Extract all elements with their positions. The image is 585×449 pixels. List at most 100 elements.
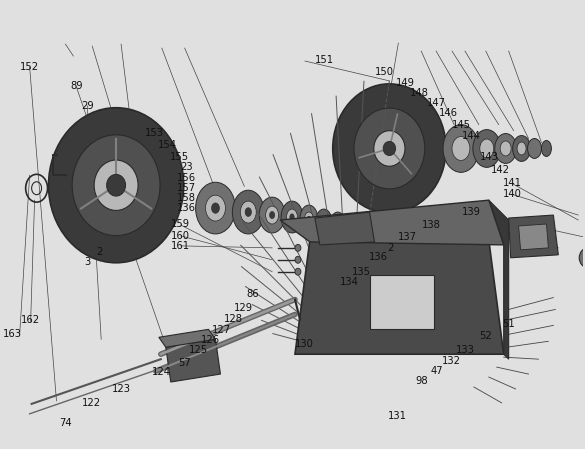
Text: 131: 131	[388, 411, 407, 421]
Polygon shape	[335, 217, 469, 302]
Text: 137: 137	[398, 232, 417, 242]
Text: 132: 132	[442, 356, 461, 366]
Text: 136: 136	[177, 202, 196, 212]
Text: 157: 157	[177, 183, 196, 193]
Ellipse shape	[354, 108, 425, 189]
Ellipse shape	[584, 253, 585, 263]
Ellipse shape	[316, 209, 332, 233]
Ellipse shape	[295, 256, 301, 263]
Text: 23: 23	[180, 163, 193, 172]
Text: 162: 162	[21, 316, 40, 326]
Ellipse shape	[542, 141, 552, 156]
Text: 142: 142	[491, 165, 510, 175]
Ellipse shape	[295, 244, 301, 251]
Ellipse shape	[512, 136, 531, 161]
Text: 152: 152	[20, 62, 39, 72]
Ellipse shape	[333, 84, 446, 213]
Ellipse shape	[245, 208, 252, 216]
Text: 154: 154	[158, 140, 177, 150]
Polygon shape	[159, 330, 215, 347]
Ellipse shape	[287, 209, 297, 225]
Text: 3: 3	[85, 256, 91, 267]
Polygon shape	[518, 224, 548, 250]
Text: 123: 123	[112, 384, 130, 394]
Text: 147: 147	[427, 98, 446, 108]
Text: 150: 150	[375, 67, 394, 77]
Text: 86: 86	[247, 289, 259, 299]
Text: 52: 52	[479, 331, 492, 341]
Ellipse shape	[495, 133, 517, 163]
Ellipse shape	[579, 248, 585, 268]
Ellipse shape	[480, 139, 494, 158]
Ellipse shape	[452, 136, 470, 160]
Text: 122: 122	[82, 398, 101, 408]
Ellipse shape	[266, 206, 278, 224]
Text: 158: 158	[177, 193, 196, 203]
Ellipse shape	[240, 201, 256, 223]
Text: 47: 47	[431, 366, 443, 376]
Ellipse shape	[232, 190, 264, 234]
Ellipse shape	[259, 197, 285, 233]
Ellipse shape	[300, 205, 318, 233]
Ellipse shape	[295, 268, 301, 275]
Ellipse shape	[270, 211, 275, 219]
Text: 133: 133	[456, 345, 474, 355]
Text: 143: 143	[480, 152, 498, 162]
Ellipse shape	[205, 195, 225, 221]
Ellipse shape	[290, 214, 294, 220]
Text: 155: 155	[170, 152, 189, 162]
Ellipse shape	[374, 131, 405, 166]
Text: 51: 51	[503, 318, 515, 329]
Ellipse shape	[517, 142, 526, 155]
Ellipse shape	[195, 182, 235, 234]
Ellipse shape	[304, 212, 314, 226]
Polygon shape	[508, 215, 558, 258]
Text: 153: 153	[144, 128, 164, 138]
Ellipse shape	[94, 160, 138, 211]
Text: 134: 134	[340, 277, 359, 286]
Polygon shape	[489, 200, 508, 359]
Text: 163: 163	[3, 329, 22, 339]
Text: 149: 149	[397, 78, 415, 88]
Text: 145: 145	[452, 119, 470, 130]
Ellipse shape	[49, 108, 184, 263]
Text: 144: 144	[462, 131, 481, 141]
Text: 98: 98	[415, 376, 428, 386]
Text: 129: 129	[233, 304, 253, 313]
Text: 160: 160	[171, 231, 190, 241]
Text: 156: 156	[177, 173, 196, 183]
Text: 29: 29	[81, 101, 94, 111]
Ellipse shape	[212, 203, 219, 213]
Text: 151: 151	[315, 55, 334, 65]
Ellipse shape	[383, 141, 395, 156]
Text: 136: 136	[369, 251, 388, 262]
Ellipse shape	[443, 125, 479, 172]
Text: 125: 125	[189, 345, 208, 355]
Text: 146: 146	[439, 108, 458, 118]
Text: 140: 140	[503, 189, 522, 199]
Polygon shape	[295, 240, 504, 354]
Ellipse shape	[106, 174, 126, 196]
Text: 128: 128	[223, 314, 243, 324]
Ellipse shape	[473, 130, 501, 167]
Polygon shape	[335, 227, 463, 302]
Ellipse shape	[500, 141, 511, 156]
Text: 138: 138	[421, 220, 441, 230]
Text: 139: 139	[462, 207, 481, 217]
Text: 148: 148	[410, 88, 429, 98]
Text: 126: 126	[201, 335, 219, 345]
Text: 57: 57	[178, 358, 191, 368]
Ellipse shape	[281, 201, 303, 233]
Polygon shape	[280, 200, 504, 245]
Ellipse shape	[307, 216, 311, 222]
Text: 127: 127	[212, 325, 231, 335]
Text: 89: 89	[70, 81, 82, 91]
Ellipse shape	[72, 135, 160, 236]
Ellipse shape	[528, 139, 542, 158]
Polygon shape	[166, 339, 221, 382]
Text: 159: 159	[171, 220, 191, 229]
Text: 124: 124	[152, 367, 171, 377]
Polygon shape	[370, 275, 434, 330]
Text: 130: 130	[295, 339, 314, 349]
Text: 74: 74	[60, 418, 72, 428]
